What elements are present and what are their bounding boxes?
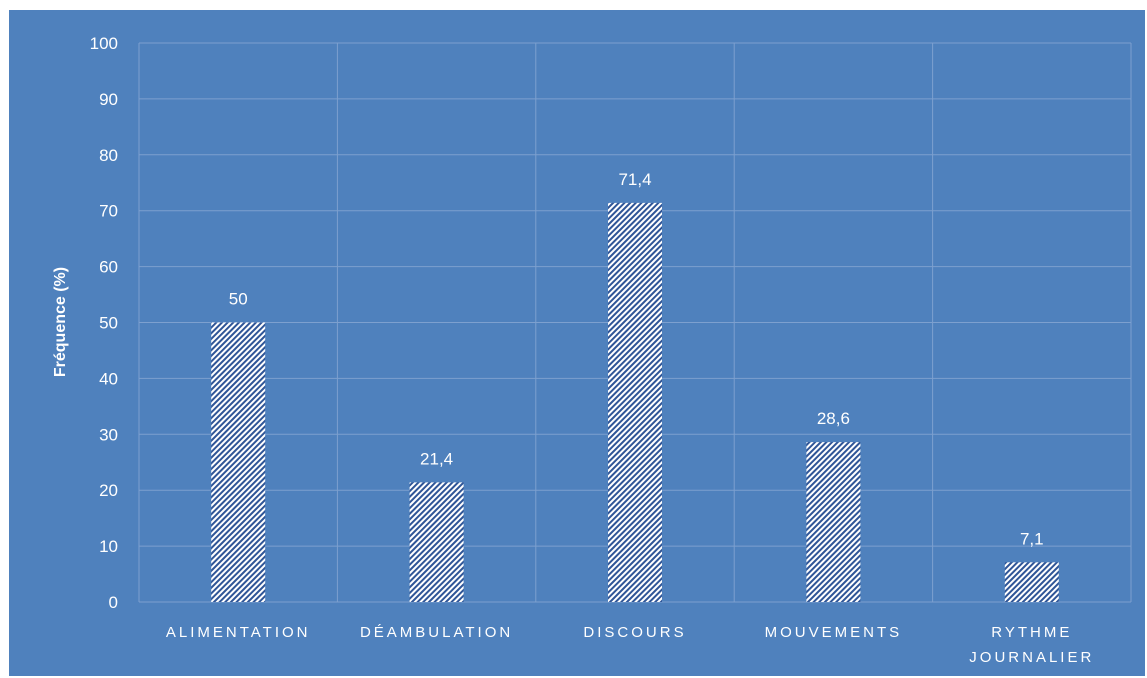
y-tick-label: 30 bbox=[99, 425, 118, 444]
x-tick-label: MOUVEMENTS bbox=[765, 624, 903, 641]
y-tick-label: 100 bbox=[90, 34, 118, 53]
x-tick-label: ALIMENTATION bbox=[166, 624, 311, 641]
y-tick-label: 80 bbox=[99, 146, 118, 165]
y-tick-label: 60 bbox=[99, 258, 118, 277]
data-label: 21,4 bbox=[420, 449, 453, 468]
y-axis-label: Fréquence (%) bbox=[52, 267, 69, 377]
y-axis-ticks: 0 10 20 30 40 50 60 70 80 90 100 bbox=[90, 34, 118, 612]
y-tick-label: 10 bbox=[99, 537, 118, 556]
chart-area bbox=[9, 10, 1145, 676]
data-label: 50 bbox=[229, 290, 248, 309]
bars bbox=[211, 202, 1059, 602]
bar bbox=[806, 442, 861, 602]
bar bbox=[608, 202, 662, 602]
y-tick-label: 0 bbox=[109, 593, 118, 612]
y-tick-label: 70 bbox=[99, 202, 118, 221]
x-tick-label: JOURNALIER bbox=[969, 649, 1094, 666]
y-tick-label: 50 bbox=[99, 314, 118, 333]
bar bbox=[1004, 562, 1059, 602]
y-tick-label: 40 bbox=[99, 369, 118, 388]
data-labels: 50 21,4 71,4 28,6 7,1 bbox=[229, 170, 1044, 548]
data-label: 7,1 bbox=[1020, 529, 1044, 548]
x-axis-ticks: ALIMENTATION DÉAMBULATION DISCOURS MOUVEMEN… bbox=[166, 624, 1094, 666]
x-tick-label: RYTHME bbox=[991, 624, 1072, 641]
x-tick-label: DISCOURS bbox=[583, 624, 686, 641]
bar bbox=[409, 482, 464, 602]
y-tick-label: 90 bbox=[99, 90, 118, 109]
x-tick-label: DÉAMBULATION bbox=[360, 624, 513, 641]
data-label: 28,6 bbox=[817, 409, 850, 428]
y-tick-label: 20 bbox=[99, 481, 118, 500]
bar bbox=[211, 322, 266, 602]
data-label: 71,4 bbox=[618, 170, 651, 189]
